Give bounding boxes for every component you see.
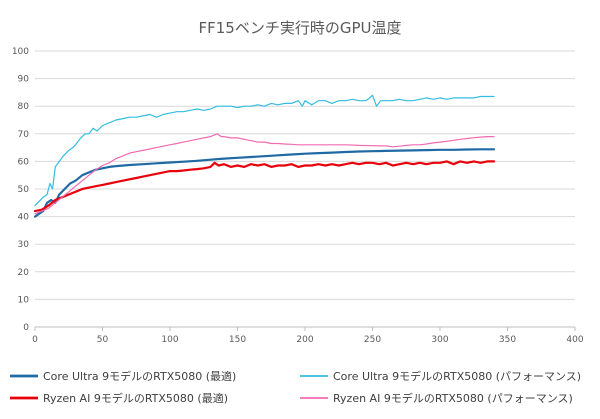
x-tick-label: 300: [431, 335, 448, 345]
legend-label-3: Ryzen AI 9モデルのRTX5080 (最適): [43, 391, 228, 405]
series-lines: [33, 94, 496, 218]
y-tick-label: 50: [18, 185, 30, 195]
y-tick-label: 0: [23, 323, 29, 333]
x-tick-label: 50: [97, 335, 109, 345]
legend: Core Ultra 9モデルのRTX5080 (最適) Core Ultra 9…: [10, 369, 581, 405]
y-tick-label: 30: [18, 240, 30, 250]
x-tick-label: 0: [32, 335, 38, 345]
y-tick-label: 20: [18, 268, 30, 278]
x-tick-labels: 0 50 100 150 200 250 300 350 400: [32, 335, 584, 345]
x-tick-label: 350: [499, 335, 516, 345]
legend-label-2: Core Ultra 9モデルのRTX5080 (パフォーマンス): [333, 369, 581, 383]
x-tick-label: 400: [566, 335, 583, 345]
y-tick-label: 40: [18, 213, 30, 223]
x-tick-label: 100: [161, 335, 178, 345]
grid-lines: [35, 50, 575, 300]
series-line-4: [34, 133, 495, 215]
chart-title: FF15ベンチ実行時のGPU温度: [199, 19, 402, 37]
y-tick-label: 80: [18, 102, 30, 112]
y-tick-label: 100: [12, 47, 29, 57]
legend-label-1: Core Ultra 9モデルのRTX5080 (最適): [43, 369, 236, 383]
legend-label-4: Ryzen AI 9モデルのRTX5080 (パフォーマンス): [333, 391, 573, 405]
y-tick-label: 70: [18, 130, 30, 140]
y-tick-labels: 0 10 20 30 40 50 60 70 80 90 100: [12, 47, 29, 333]
axes: [34, 326, 576, 331]
series-line-1: [33, 148, 496, 218]
x-tick-label: 150: [229, 335, 246, 345]
y-tick-label: 10: [18, 295, 30, 305]
series-line-3: [33, 160, 496, 213]
y-tick-label: 90: [18, 75, 30, 85]
x-tick-label: 250: [364, 335, 381, 345]
series-line-2: [34, 94, 495, 207]
x-tick-label: 200: [296, 335, 313, 345]
y-tick-label: 60: [18, 157, 30, 167]
